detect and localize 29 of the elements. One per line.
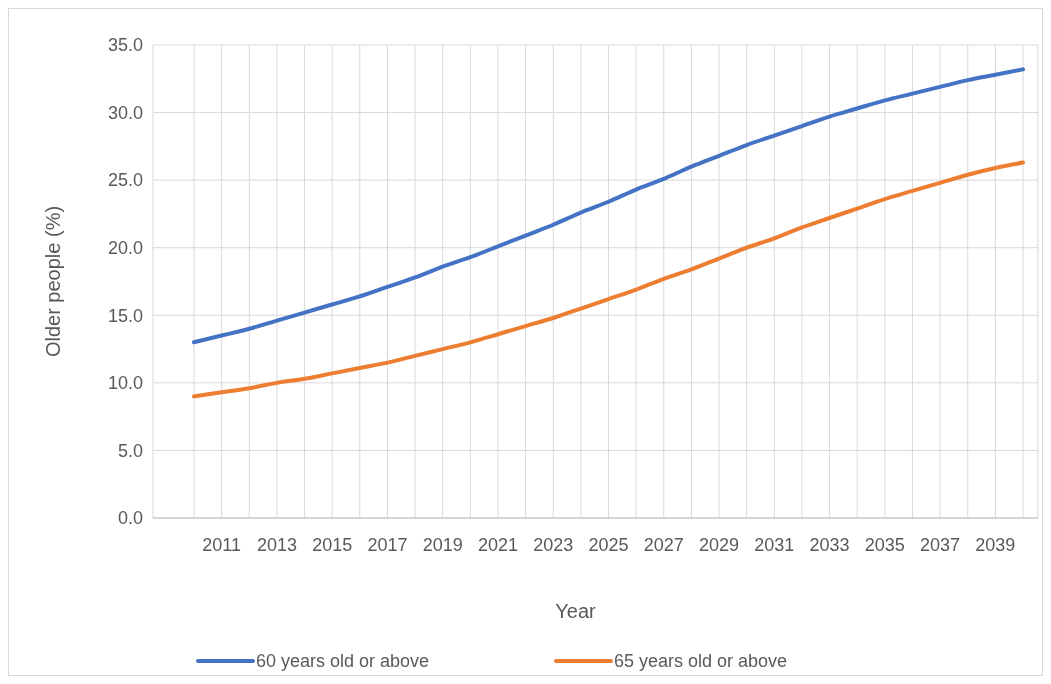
- x-tick-label: 2039: [975, 535, 1016, 555]
- x-tick-label: 2023: [533, 535, 574, 555]
- x-axis-title: Year: [555, 600, 597, 622]
- y-tick-label: 25.0: [107, 170, 143, 191]
- y-tick-label: 20.0: [107, 238, 143, 259]
- line-series: [192, 160, 1025, 399]
- legend-label: 65 years old or above: [614, 651, 788, 672]
- x-tick-label: 2035: [864, 535, 905, 555]
- x-tick-label: 2019: [422, 535, 463, 555]
- x-tick-label: 2021: [477, 535, 518, 555]
- x-tick-label: 2027: [643, 535, 684, 555]
- x-tick-label: 2025: [588, 535, 629, 555]
- x-tick-label: 2033: [809, 535, 850, 555]
- legend-label: 60 years old or above: [256, 651, 430, 672]
- y-tick-label: 35.0: [107, 35, 143, 56]
- y-axis-title: Older people (%): [42, 205, 64, 358]
- x-tick-label: 2037: [920, 535, 961, 555]
- x-tick-label: 2017: [367, 535, 408, 555]
- x-tick-label: 2031: [754, 535, 795, 555]
- y-tick-label: 5.0: [117, 440, 143, 461]
- y-tick-label: 30.0: [107, 102, 143, 123]
- y-tick-label: 15.0: [107, 305, 143, 326]
- y-tick-label: 0.0: [117, 508, 143, 529]
- x-tick-label: 2013: [256, 535, 297, 555]
- y-tick-label: 10.0: [107, 373, 143, 394]
- line-series: [192, 67, 1025, 345]
- x-tick-label: 2029: [699, 535, 740, 555]
- x-tick-label: 2011: [202, 535, 241, 555]
- x-tick-label: 2015: [312, 535, 353, 555]
